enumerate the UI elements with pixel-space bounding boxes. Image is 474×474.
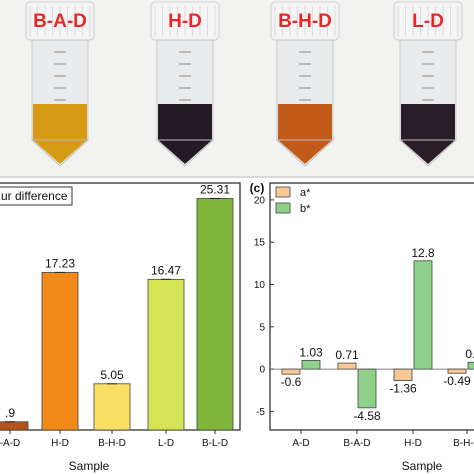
vial-label: H-D	[168, 11, 202, 32]
bar-H-D	[41, 271, 79, 431]
panel-label: (c)	[250, 181, 265, 195]
bar-a-H-D	[393, 368, 413, 381]
x-tick-label: B-L-D	[202, 438, 228, 449]
vial-3: B-H-D	[270, 1, 340, 167]
sample-vials-photo: B-A-D H-D B-H-D L-D	[0, 0, 474, 176]
x-tick-label: H-D	[51, 438, 69, 449]
vial-label: L-D	[412, 11, 444, 32]
y-tick-label: 15	[254, 238, 266, 249]
y-tick-label: 0	[259, 365, 265, 376]
bar-b-H-D	[413, 260, 433, 370]
value-label: 16.47	[151, 263, 181, 277]
vial-1: B-A-D	[25, 1, 95, 167]
value-label: -0.6	[281, 375, 302, 389]
value-label: 0.81	[465, 347, 474, 361]
bar-B-H-D	[93, 383, 131, 431]
vial-tip-outline	[155, 139, 215, 167]
legend-label-a: a*	[300, 187, 311, 199]
vial-label: B-A-D	[33, 11, 87, 32]
x-tick-label: B-H-D	[453, 438, 474, 449]
value-label: -1.36	[389, 382, 417, 396]
y-tick-label: 10	[254, 280, 266, 291]
x-tick-label: -A-D	[0, 438, 20, 449]
vial-liquid-tip	[33, 140, 87, 164]
vial-liquid-tip	[158, 140, 212, 164]
x-tick-label: B-H-D	[98, 438, 126, 449]
vial-liquid	[158, 104, 212, 140]
value-label: -0.49	[443, 374, 471, 388]
vial-tip-outline	[275, 139, 335, 167]
x-tick-label: B-A-D	[343, 438, 370, 449]
panel-divider	[0, 176, 474, 178]
vial-liquid-tip	[401, 140, 455, 164]
value-label: 0.71	[335, 348, 359, 362]
legend-swatch-a	[275, 186, 291, 198]
vial-2: H-D	[150, 1, 220, 167]
vial-label: B-H-D	[278, 11, 332, 32]
legend-label-b: b*	[300, 203, 311, 215]
vial-liquid-tip	[278, 140, 332, 164]
x-tick-label: H-D	[404, 438, 422, 449]
x-tick-label: L-D	[158, 438, 174, 449]
vial-tip-outline	[30, 139, 90, 167]
bar-a-B-H-D	[447, 368, 467, 374]
vial-liquid	[278, 104, 332, 140]
y-tick-label: -5	[256, 407, 265, 418]
bar-b-B-A-D	[357, 368, 377, 409]
title-box	[0, 186, 73, 206]
bar-L-D	[147, 278, 185, 431]
vial-liquid	[33, 104, 87, 140]
bar-b-B-H-D	[467, 361, 474, 370]
bar-B-L-D	[196, 198, 234, 431]
value-label: 1.03	[299, 345, 323, 359]
bar-b-A-D	[301, 359, 321, 370]
plot-frame	[269, 182, 474, 431]
value-label: 5.05	[100, 368, 124, 382]
value-label: 17.23	[45, 256, 75, 270]
y-tick-label: 20	[254, 195, 266, 206]
x-axis-title: Sample	[69, 459, 110, 473]
y-tick-label: 5	[259, 322, 265, 333]
chart-title: ur difference	[1, 189, 68, 203]
value-label: 12.8	[411, 246, 435, 260]
x-tick-label: A-D	[292, 438, 309, 449]
colour-difference-chart: .9 -A-D 17.23 H-D 5.05 B-H-D 16.47 L-D 25.31 B-L-…	[0, 182, 241, 473]
vials-photo-drawing: B-A-D H-D B-H-D L-D	[25, 1, 463, 167]
value-label: .9	[5, 406, 15, 420]
bar--A-D	[0, 421, 29, 431]
value-label: 25.31	[200, 182, 230, 196]
x-axis-title: Sample	[402, 459, 443, 473]
vial-liquid	[401, 104, 455, 140]
value-label: -4.58	[353, 409, 381, 423]
bar-a-B-A-D	[337, 362, 357, 370]
legend-swatch-b	[275, 202, 291, 214]
ab-chart: -5 0 5 10 15 20 -0.6 1.03 A-D 0.71 -4.58 B-A-D -1.36…	[250, 181, 474, 473]
bar-a-A-D	[281, 368, 301, 375]
vial-4: L-D	[393, 1, 463, 167]
vial-tip-outline	[398, 139, 458, 167]
